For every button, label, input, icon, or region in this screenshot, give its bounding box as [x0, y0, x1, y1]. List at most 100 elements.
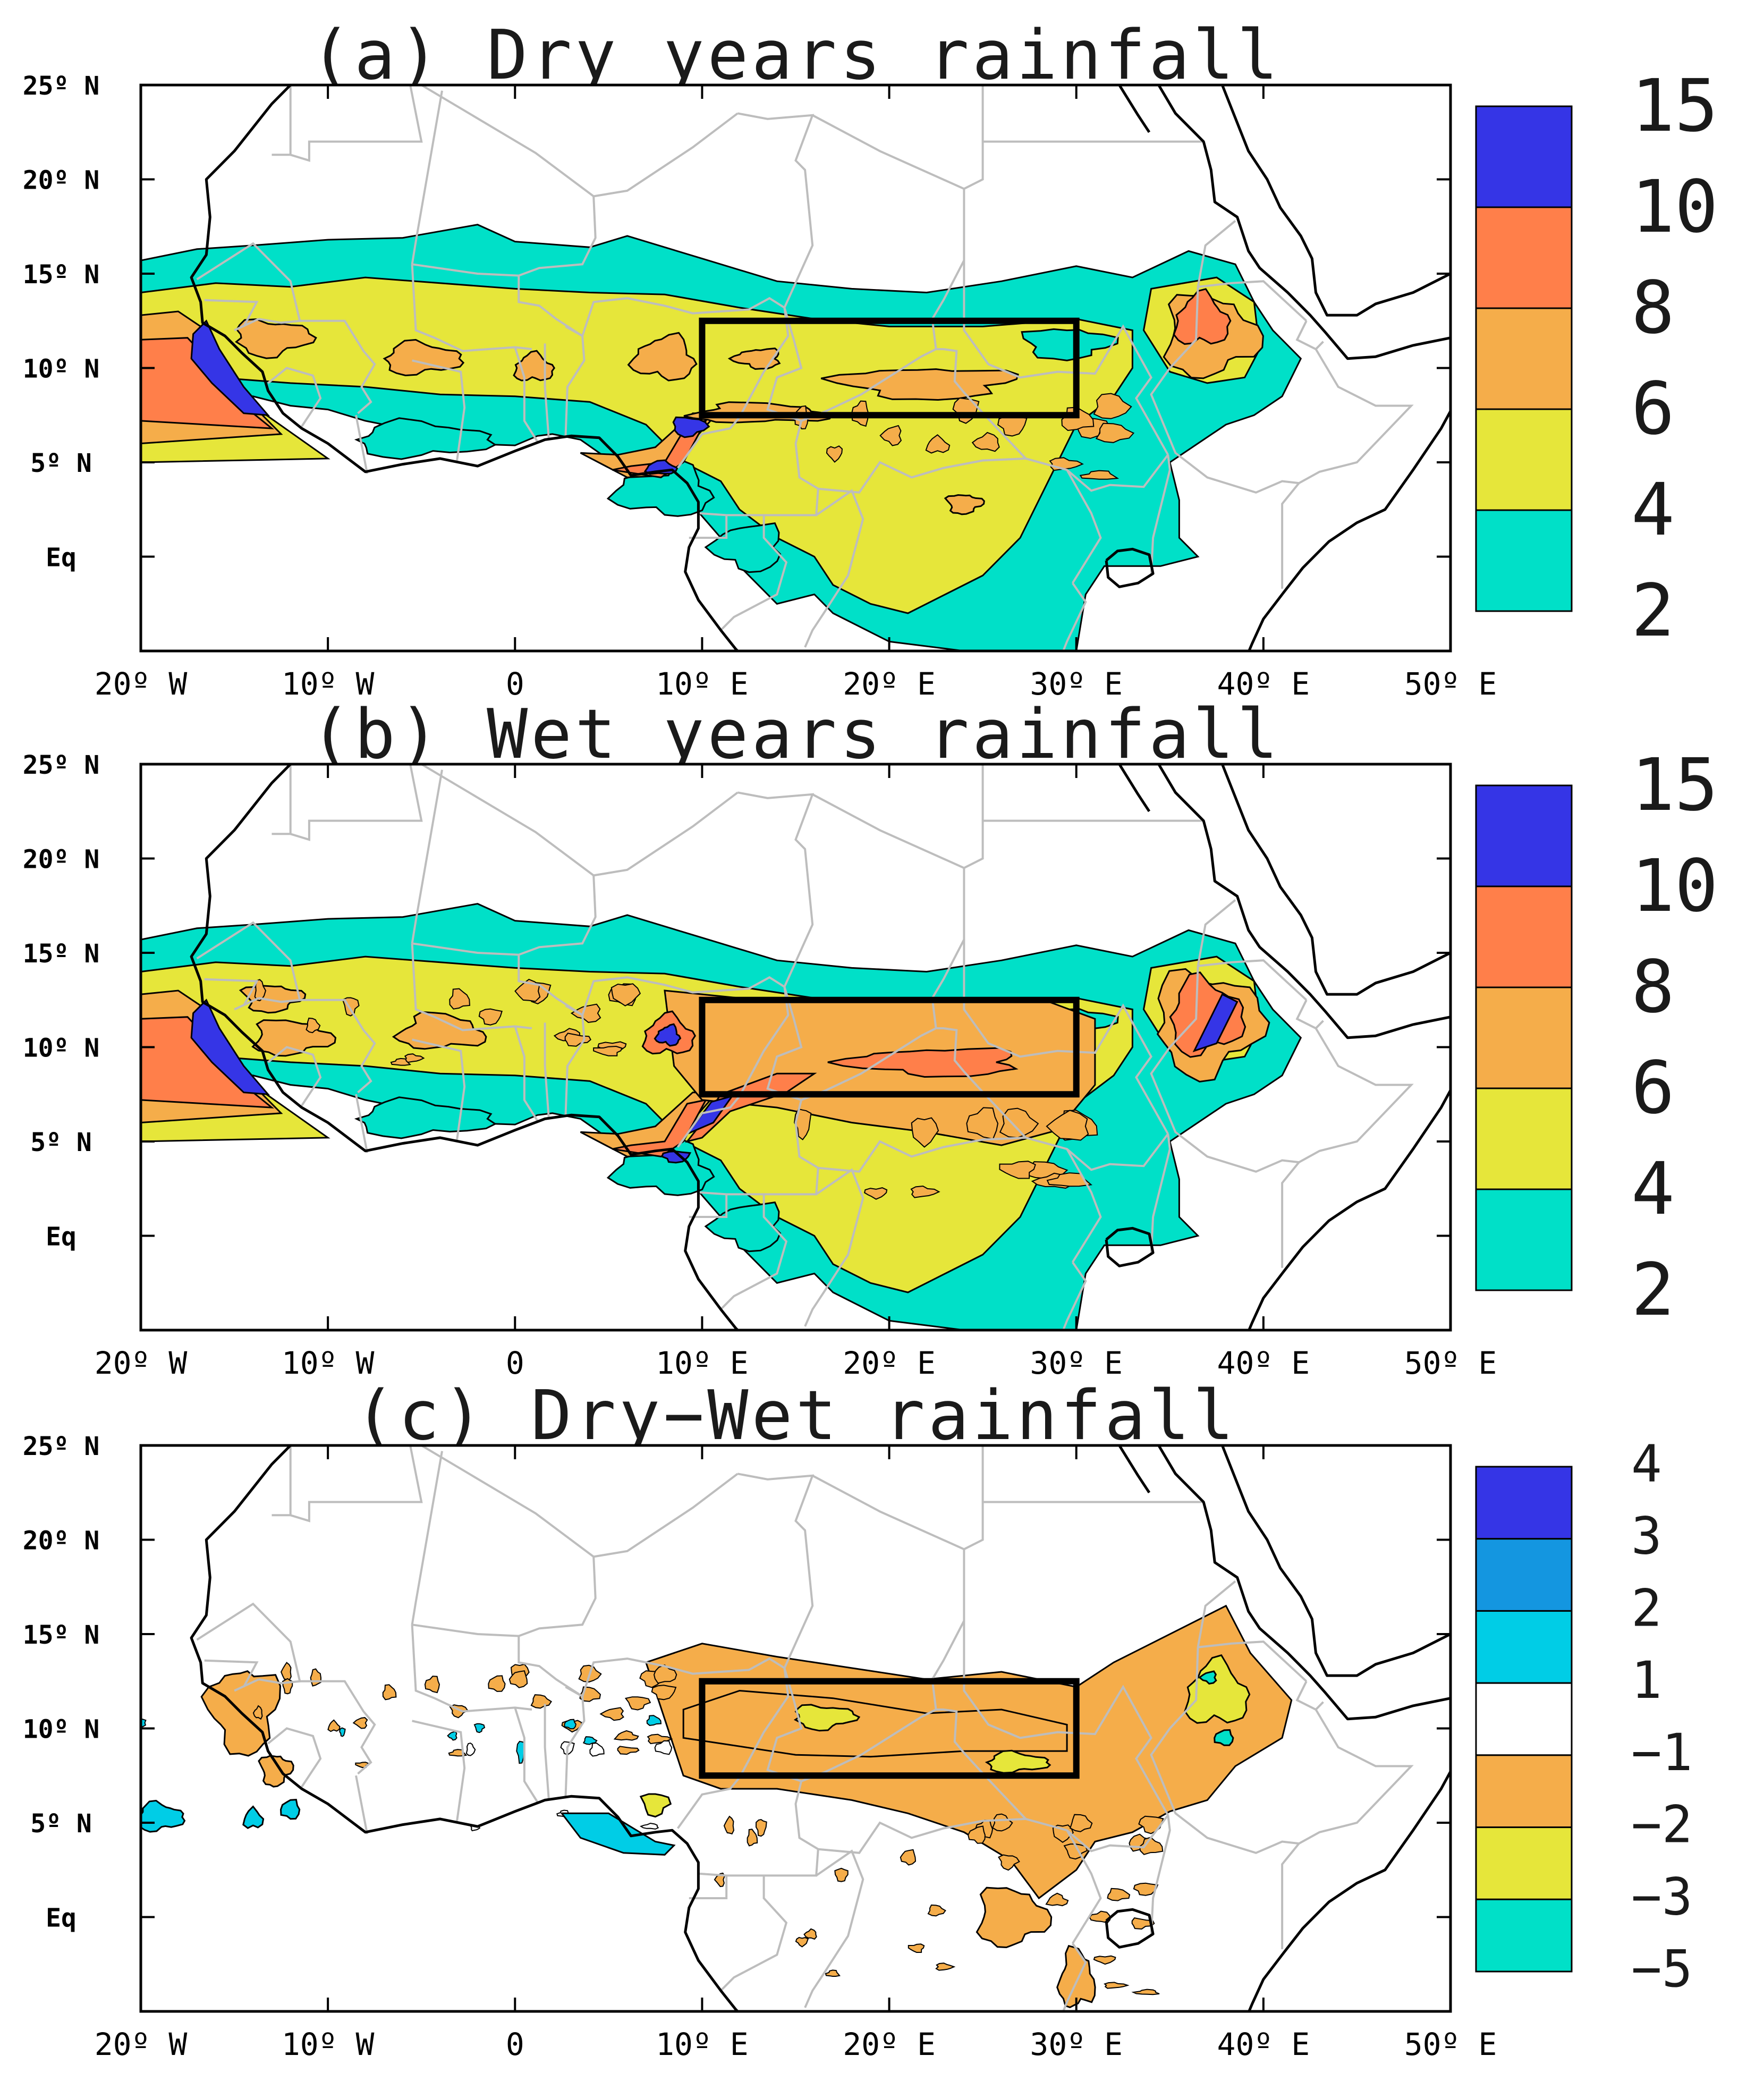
- country-border: [1150, 454, 1171, 576]
- rain-contour: [1107, 1888, 1131, 1901]
- rain-contour: [944, 494, 985, 515]
- x-tick-label: 30º E: [1030, 2026, 1123, 2062]
- colorbar-swatch: [1475, 1898, 1573, 1973]
- country-border: [737, 112, 815, 308]
- rain-contour: [449, 988, 471, 1010]
- y-tick-label: 15º N: [23, 939, 100, 969]
- x-tick-label: 10º E: [656, 1345, 749, 1381]
- coastline: [1105, 547, 1155, 588]
- rain-contour: [911, 1117, 939, 1148]
- rain-contour: [927, 1904, 946, 1917]
- country-border: [412, 1038, 466, 1140]
- country-border: [1197, 220, 1236, 287]
- country-border: [804, 489, 864, 648]
- rain-contour: [354, 1096, 497, 1139]
- colorbar-swatch: [1475, 1826, 1573, 1900]
- country-border: [804, 1168, 864, 1327]
- rain-contour: [1198, 1670, 1217, 1685]
- country-border: [412, 1720, 466, 1821]
- colorbar-swatch: [1475, 986, 1573, 1089]
- x-tick-label: 20º W: [95, 2026, 188, 2062]
- country-border: [812, 1475, 965, 1718]
- coastline: [1105, 1226, 1155, 1267]
- rain-contour: [1069, 1814, 1093, 1832]
- map-area: [141, 764, 1451, 1330]
- colorbar: 15 10 8 6 4 2: [1475, 64, 1718, 653]
- x-tick-label: 10º E: [656, 666, 749, 702]
- country-border: [766, 307, 922, 422]
- x-tick-label: 20º W: [95, 666, 188, 702]
- rain-contour: [1093, 1955, 1116, 1965]
- rain-contour: [610, 983, 641, 1006]
- rain-contour: [1093, 393, 1132, 419]
- analysis-box: [699, 996, 1080, 1098]
- country-border: [234, 1678, 259, 1692]
- colorbar-label: 2: [1631, 569, 1675, 653]
- rain-contour: [1173, 288, 1232, 345]
- rain-contour: [242, 1805, 265, 1829]
- country-border: [421, 85, 739, 198]
- country-border: [689, 1194, 728, 1218]
- rain-contour: [383, 339, 465, 377]
- rain-contour: [651, 1685, 677, 1701]
- rain-contour: [1046, 1110, 1089, 1141]
- colorbar-label: 8: [1631, 266, 1675, 350]
- y-tick-label: 20º N: [23, 1526, 100, 1556]
- country-border: [1150, 1815, 1171, 1936]
- colorbar-label: −1: [1631, 1723, 1693, 1782]
- country-borders: [196, 1445, 1414, 2011]
- rain-contour: [910, 1185, 940, 1198]
- country-border: [1198, 1640, 1308, 1682]
- coastline: [190, 764, 740, 1330]
- rain-contour: [352, 1717, 368, 1729]
- colorbar-label: 15: [1631, 743, 1718, 827]
- colorbar-swatch: [1475, 105, 1573, 208]
- country-border: [1298, 348, 1414, 484]
- country-border: [1198, 959, 1308, 1001]
- rain-contour: [653, 1664, 677, 1684]
- country-border: [411, 264, 532, 352]
- coastline: [1157, 764, 1451, 1039]
- country-border: [1298, 1708, 1414, 1845]
- rain-contour: [998, 1854, 1020, 1871]
- map-area: [141, 85, 1451, 651]
- country-border: [698, 420, 819, 517]
- colorbar-label: 4: [1631, 1434, 1662, 1494]
- country-border: [300, 1680, 376, 1775]
- coastline: [1118, 85, 1151, 133]
- colorbar-label: 10: [1631, 165, 1718, 249]
- colorbar-swatch: [1475, 509, 1573, 612]
- country-border: [421, 1445, 739, 1558]
- country-border: [581, 976, 785, 1016]
- country-border: [766, 1668, 922, 1783]
- rain-contour: [613, 1730, 639, 1741]
- country-border: [267, 367, 322, 427]
- coastline: [1105, 1908, 1155, 1949]
- rain-contour: [190, 999, 270, 1096]
- country-border: [720, 1194, 788, 1310]
- rain-contour: [803, 1928, 817, 1940]
- rain-contour: [794, 1108, 812, 1140]
- country-border: [1295, 999, 1324, 1030]
- rain-contour: [354, 417, 497, 460]
- x-tick-label: 20º E: [843, 2026, 936, 2062]
- country-border: [204, 1659, 259, 1688]
- country-border: [963, 140, 1204, 190]
- country-border: [544, 1022, 550, 1117]
- country-border: [234, 997, 259, 1011]
- country-border: [1066, 1148, 1102, 1263]
- country-border: [514, 1707, 539, 1803]
- rain-contour: [279, 1799, 301, 1820]
- rain-contour: [747, 1829, 758, 1847]
- colorbar-swatch: [1475, 307, 1573, 410]
- y-tick-label: 15º N: [23, 1620, 100, 1650]
- country-border: [720, 515, 788, 631]
- country-border: [544, 1704, 550, 1798]
- colorbar-label: 4: [1631, 1147, 1675, 1231]
- country-border: [1198, 280, 1308, 322]
- country-border: [1025, 454, 1169, 492]
- rain-contour: [704, 1201, 782, 1253]
- country-border: [737, 791, 815, 987]
- country-border: [698, 1099, 819, 1196]
